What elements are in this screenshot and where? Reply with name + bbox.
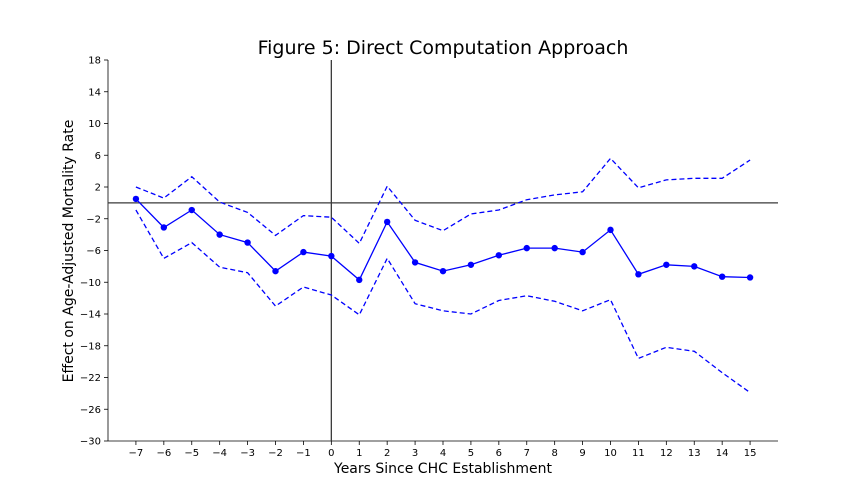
y-tick-label: 18 — [88, 56, 101, 67]
estimate-point — [188, 206, 195, 214]
x-tick-label: −2 — [268, 448, 283, 459]
x-tick-label: 9 — [579, 448, 585, 459]
x-tick-label: −6 — [156, 448, 171, 459]
estimate-point — [300, 248, 307, 256]
estimate-point — [579, 248, 586, 256]
x-tick-label: 0 — [328, 448, 334, 459]
reference-lines — [108, 60, 778, 441]
y-axis-label: Effect on Age-Adjusted Mortality Rate — [61, 120, 77, 383]
y-tick-label: 10 — [88, 119, 101, 130]
estimate-point — [244, 239, 251, 246]
series-layer — [132, 157, 754, 394]
y-tick-label: −2 — [86, 214, 101, 225]
y-tick-label: −18 — [80, 341, 101, 352]
x-tick-label: −5 — [184, 448, 199, 459]
y-tick-label: −14 — [80, 310, 101, 321]
x-tick-label: 15 — [744, 448, 757, 459]
axes: −7 −6 −5 −4 −3 −2 −1 0 1 2 3 4 5 6 7 8 9 10 11 12 13 14 151814… — [80, 56, 778, 459]
y-tick-label: −10 — [80, 278, 101, 289]
x-tick-label: 7 — [524, 448, 530, 459]
x-tick-label: 13 — [688, 448, 701, 459]
estimate-point — [495, 252, 503, 259]
x-tick-label: −7 — [129, 448, 144, 459]
estimate-point — [551, 244, 558, 252]
x-tick-label: 3 — [412, 448, 418, 459]
estimate-point — [411, 259, 419, 266]
x-tick-label: −4 — [212, 448, 227, 459]
x-tick-label: 4 — [440, 448, 446, 459]
x-tick-label: 14 — [716, 448, 729, 459]
estimate-line — [135, 198, 751, 281]
y-tick-label: −26 — [80, 405, 101, 416]
estimate-point — [328, 252, 335, 260]
y-tick-label: −22 — [80, 373, 101, 384]
estimate-point — [635, 271, 642, 278]
estimate-point — [467, 261, 475, 268]
x-tick-label: 8 — [551, 448, 557, 459]
estimate-point — [691, 263, 698, 270]
estimate-point — [272, 267, 279, 275]
x-tick-label: 5 — [468, 448, 474, 459]
x-tick-label: 2 — [384, 448, 390, 459]
estimate-point — [160, 224, 168, 231]
estimate-point — [439, 267, 447, 275]
estimate-point — [132, 195, 140, 203]
y-tick-label: −6 — [86, 246, 101, 257]
estimate-point — [523, 244, 530, 252]
y-tick-label: 2 — [95, 183, 101, 194]
estimate-point — [356, 276, 363, 284]
x-tick-label: 12 — [660, 448, 673, 459]
estimate-point — [216, 231, 223, 238]
x-tick-label: 6 — [496, 448, 502, 459]
chart-title: Figure 5: Direct Computation Approach — [258, 37, 629, 59]
x-tick-label: 1 — [356, 448, 362, 459]
estimate-point — [607, 226, 614, 234]
estimate-point — [663, 261, 670, 268]
upper-bound-line — [135, 157, 751, 245]
estimate-point — [746, 274, 754, 281]
y-tick-label: 14 — [88, 87, 101, 98]
x-tick-label: −1 — [296, 448, 311, 459]
x-axis-label: Years Since CHC Establishment — [333, 461, 552, 477]
estimate-point — [718, 273, 726, 280]
x-tick-label: −3 — [240, 448, 255, 459]
estimate-point — [383, 218, 391, 226]
x-tick-label: 11 — [632, 448, 645, 459]
lower-bound-line — [135, 209, 751, 394]
y-tick-label: 6 — [95, 151, 101, 162]
y-tick-label: −30 — [80, 437, 101, 448]
x-tick-label: 10 — [604, 448, 617, 459]
